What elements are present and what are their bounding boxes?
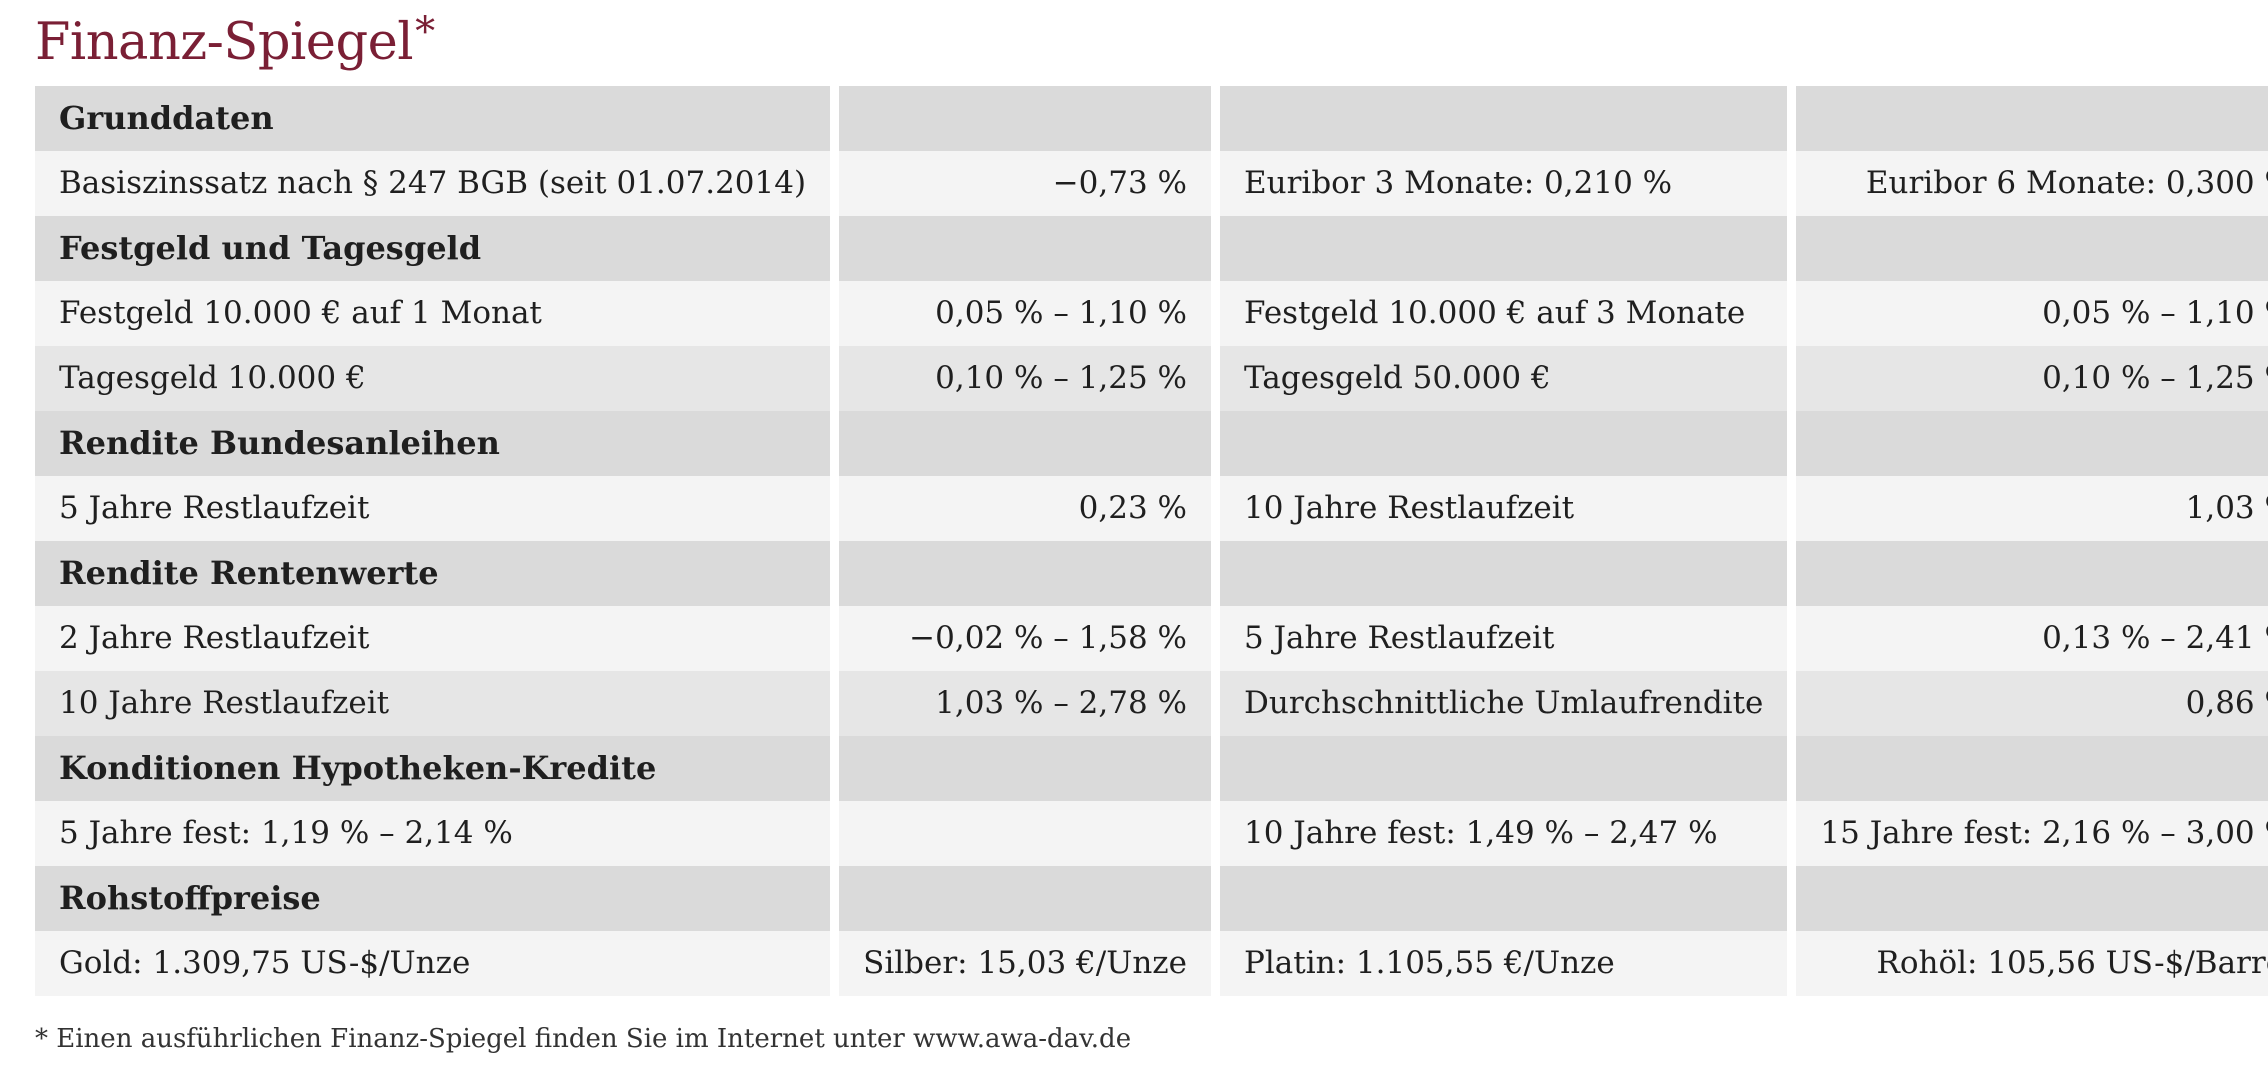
row-value-cell: −0,02 % – 1,58 % (839, 606, 1211, 671)
section-header-row: Rendite Bundesanleihen (35, 411, 2268, 476)
section-header-row: Festgeld und Tagesgeld (35, 216, 2268, 281)
table-row: 2 Jahre Restlaufzeit −0,02 % – 1,58 % 5 Ja… (35, 606, 2268, 671)
section-header-row: Rohstoffpreise (35, 866, 2268, 931)
row-value-cell: 15 Jahre fest: 2,16 % – 3,00 % (1796, 801, 2268, 866)
row-value-cell: 0,13 % – 2,41 % (1796, 606, 2268, 671)
section-empty-cell (1220, 736, 1788, 801)
row-label-cell: Basiszinssatz nach § 247 BGB (seit 01.07… (35, 151, 831, 216)
row-label-cell: 5 Jahre Restlaufzeit (1220, 606, 1788, 671)
row-label-cell: Tagesgeld 50.000 € (1220, 346, 1788, 411)
section-empty-cell (1796, 866, 2268, 931)
section-label: Konditionen Hypotheken-Kredite (35, 736, 831, 801)
row-label-cell: 10 Jahre Restlaufzeit (1220, 476, 1788, 541)
section-empty-cell (1796, 216, 2268, 281)
row-label-cell: 5 Jahre fest: 1,19 % – 2,14 % (35, 801, 831, 866)
row-value-cell: 1,03 % (1796, 476, 2268, 541)
row-value-cell: 0,23 % (839, 476, 1211, 541)
row-label-cell: Durchschnittliche Umlaufrendite (1220, 671, 1788, 736)
section-empty-cell (1220, 86, 1788, 151)
row-label-cell: Gold: 1.309,75 US-$/Unze (35, 931, 831, 996)
section-label: Grunddaten (35, 86, 831, 151)
section-label: Rendite Bundesanleihen (35, 411, 831, 476)
section-empty-cell (1220, 541, 1788, 606)
row-label-cell: Platin: 1.105,55 €/Unze (1220, 931, 1788, 996)
row-label-cell: 2 Jahre Restlaufzeit (35, 606, 831, 671)
section-header-row: Rendite Rentenwerte (35, 541, 2268, 606)
section-empty-cell (1220, 411, 1788, 476)
row-value-cell: Silber: 15,03 €/Unze (839, 931, 1211, 996)
section-empty-cell (1796, 86, 2268, 151)
section-header-row: Konditionen Hypotheken-Kredite (35, 736, 2268, 801)
row-label-cell: 10 Jahre fest: 1,49 % – 2,47 % (1220, 801, 1788, 866)
table-row: Festgeld 10.000 € auf 1 Monat 0,05 % – 1,… (35, 281, 2268, 346)
section-empty-cell (839, 86, 1211, 151)
section-empty-cell (839, 736, 1211, 801)
section-empty-cell (1220, 866, 1788, 931)
row-label-cell: Tagesgeld 10.000 € (35, 346, 831, 411)
section-empty-cell (839, 411, 1211, 476)
row-label-cell: 5 Jahre Restlaufzeit (35, 476, 831, 541)
section-header-row: Grunddaten (35, 86, 2268, 151)
row-value-cell: 0,10 % – 1,25 % (1796, 346, 2268, 411)
table-row: Gold: 1.309,75 US-$/Unze Silber: 15,03 €/… (35, 931, 2268, 996)
row-value-cell: 1,03 % – 2,78 % (839, 671, 1211, 736)
table-row: 10 Jahre Restlaufzeit 1,03 % – 2,78 % Durc… (35, 671, 2268, 736)
row-value-cell: 0,10 % – 1,25 % (839, 346, 1211, 411)
section-empty-cell (1220, 216, 1788, 281)
section-empty-cell (839, 541, 1211, 606)
section-empty-cell (839, 866, 1211, 931)
row-value-cell: 0,05 % – 1,10 % (1796, 281, 2268, 346)
row-value-cell: Euribor 6 Monate: 0,300 % (1796, 151, 2268, 216)
page-title: Finanz-Spiegel* (35, 2, 435, 73)
row-value-cell: 0,86 % (1796, 671, 2268, 736)
row-value-cell: Rohöl: 105,56 US-$/Barrel (1796, 931, 2268, 996)
section-empty-cell (1796, 736, 2268, 801)
footnote: * Einen ausführlichen Finanz-Spiegel fin… (35, 1024, 1132, 1054)
table-row: Tagesgeld 10.000 €0,10 % – 1,25 % Tagesge… (35, 346, 2268, 411)
section-empty-cell (1796, 541, 2268, 606)
table-row: Basiszinssatz nach § 247 BGB (seit 01.07… (35, 151, 2268, 216)
section-empty-cell (1796, 411, 2268, 476)
row-label-cell: Festgeld 10.000 € auf 1 Monat (35, 281, 831, 346)
row-label-cell: 10 Jahre Restlaufzeit (35, 671, 831, 736)
finanz-spiegel-table: Grunddaten Basiszinssatz nach § 247 BGB (… (26, 86, 2268, 996)
section-empty-cell (839, 216, 1211, 281)
section-label: Rohstoffpreise (35, 866, 831, 931)
section-label: Festgeld und Tagesgeld (35, 216, 831, 281)
row-value-cell: 0,05 % – 1,10 % (839, 281, 1211, 346)
row-value-cell (839, 801, 1211, 866)
row-value-cell: −0,73 % (839, 151, 1211, 216)
title-footnote-marker: * (415, 9, 435, 55)
section-label: Rendite Rentenwerte (35, 541, 831, 606)
table-row: 5 Jahre fest: 1,19 % – 2,14 % 10 Jahre fe… (35, 801, 2268, 866)
row-label-cell: Euribor 3 Monate: 0,210 % (1220, 151, 1788, 216)
table-row: 5 Jahre Restlaufzeit 0,23 % 10 Jahre Restl… (35, 476, 2268, 541)
title-text: Finanz-Spiegel (35, 13, 414, 72)
row-label-cell: Festgeld 10.000 € auf 3 Monate (1220, 281, 1788, 346)
